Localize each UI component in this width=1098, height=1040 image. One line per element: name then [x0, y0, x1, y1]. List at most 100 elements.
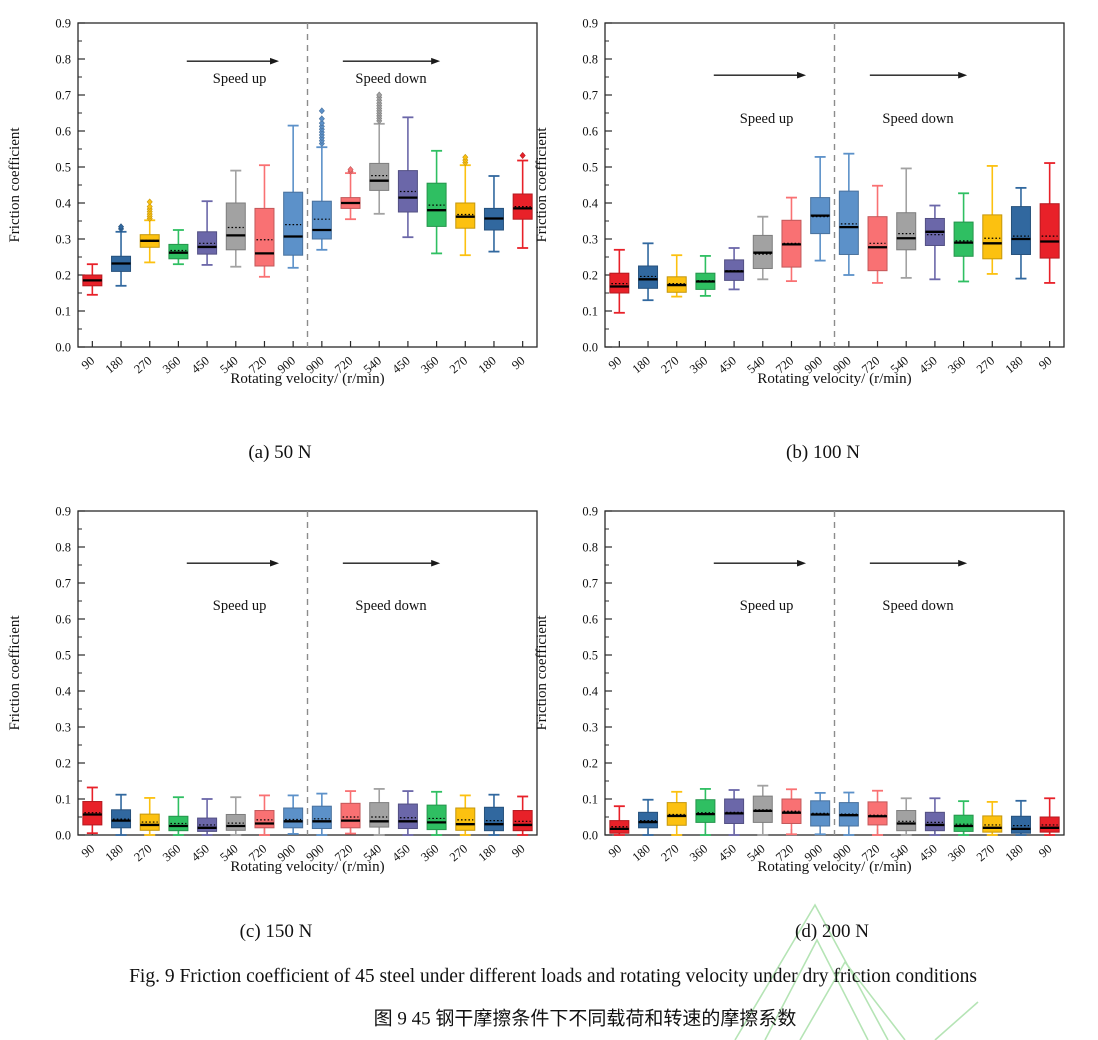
boxplot-box-270: [982, 800, 1003, 836]
y-tick-label: 0.1: [55, 792, 71, 806]
x-tick-label: 90: [79, 842, 98, 861]
x-tick-label: 360: [687, 842, 710, 865]
boxplot-box-360: [426, 149, 447, 255]
boxplot-box-270: [666, 790, 687, 836]
speed-up-arrow: [186, 57, 280, 65]
outlier-marker: [347, 166, 354, 173]
boxplot-box-90: [1039, 162, 1060, 284]
y-tick-label: 0.0: [55, 340, 71, 354]
y-tick-label: 0.4: [55, 684, 71, 698]
x-tick-label: 180: [1003, 842, 1026, 865]
figure-caption-chinese: 图 9 45 钢干摩擦条件下不同载荷和转速的摩擦系数: [373, 1008, 797, 1030]
boxplot-box-540: [225, 796, 246, 836]
boxplot-box-450: [724, 789, 745, 836]
y-tick-label: 0.9: [55, 504, 71, 518]
boxplot-box-90: [512, 152, 533, 249]
x-tick-label: 360: [418, 354, 441, 377]
y-tick-label: 0.9: [582, 16, 598, 30]
boxplot-box-720: [254, 794, 275, 836]
boxplot-svg-a: 0.00.10.20.30.40.50.60.70.80.990 180 270 36…: [7, 16, 538, 387]
speed-up-label: Speed up: [213, 598, 267, 614]
boxplot-box-360: [426, 790, 447, 836]
y-tick-label: 0.0: [55, 828, 71, 842]
boxplot-box-540: [225, 169, 246, 268]
x-tick-label: 270: [658, 842, 681, 865]
y-tick-label: 0.4: [582, 684, 598, 698]
y-tick-label: 0.5: [55, 160, 71, 174]
boxplot-box-900: [838, 791, 859, 836]
boxplot-svg-d: 0.00.10.20.30.40.50.60.70.80.990 180 270 36…: [534, 504, 1065, 875]
x-tick-label: 90: [509, 354, 528, 373]
boxplot-box-360: [695, 255, 716, 297]
boxplot-box-720: [781, 788, 802, 836]
boxplot-box-180: [483, 793, 504, 836]
boxplot-box-270: [139, 797, 160, 836]
x-tick-label: 180: [103, 354, 126, 377]
boxplot-box-270: [455, 153, 476, 257]
x-tick-label: 360: [160, 842, 183, 865]
speed-down-arrow: [869, 559, 968, 567]
boxplot-box-450: [924, 204, 945, 281]
boxplot-box-900: [283, 794, 304, 835]
watermark-line: [934, 1001, 979, 1040]
outlier-marker: [118, 223, 125, 231]
speed-up-arrow: [186, 559, 280, 567]
x-axis-title: Rotating velocity/ (r/min): [230, 859, 384, 875]
boxplot-box-360: [953, 192, 974, 283]
y-tick-label: 0.2: [55, 268, 71, 282]
boxplot-box-900: [838, 152, 859, 276]
boxplot-box-900: [810, 791, 831, 836]
boxplot-box-270: [666, 254, 687, 298]
y-axis-title: Friction coefficient: [534, 615, 550, 731]
y-tick-label: 0.7: [55, 88, 71, 102]
y-tick-label: 0.1: [55, 304, 71, 318]
boxplot-box-90: [1039, 797, 1060, 836]
y-axis-title: Friction coefficient: [7, 127, 23, 243]
y-axis-title: Friction coefficient: [534, 127, 550, 243]
boxplot-box-720: [340, 790, 361, 835]
x-tick-label: 450: [189, 354, 212, 377]
boxplot-box-720: [254, 164, 275, 278]
boxplot-chart-a-50N: 0.0 0.1 0.2 0.3 0.4 0.5 0.6 0.7 0.8 0.9 90 180 270 36…: [0, 0, 549, 420]
y-tick-label: 0.8: [55, 540, 71, 554]
figure-caption-english: Fig. 9 Friction coefficient of 45 steel …: [129, 966, 977, 987]
boxplot-box-720: [340, 166, 361, 221]
speed-down-label: Speed down: [882, 598, 954, 614]
boxplot-box-900: [810, 156, 831, 262]
x-tick-label: 180: [476, 842, 499, 865]
boxplot-box-450: [397, 790, 418, 836]
outlier-marker: [318, 107, 325, 115]
x-tick-label: 450: [189, 842, 212, 865]
boxplot-box-270: [455, 794, 476, 836]
x-tick-label: 270: [447, 842, 470, 865]
x-tick-label: 450: [916, 842, 939, 865]
speed-up-label: Speed up: [740, 598, 794, 614]
subplot-label-c: (c) 150 N: [239, 921, 313, 942]
boxplot-box-450: [197, 200, 218, 266]
y-tick-label: 0.6: [582, 124, 598, 138]
boxplot-chart-b-100N: 0.0 0.1 0.2 0.3 0.4 0.5 0.6 0.7 0.8 0.9 90 180 270 36…: [527, 0, 1076, 420]
x-tick-label: 270: [658, 354, 681, 377]
y-tick-label: 0.2: [55, 756, 71, 770]
boxplot-chart-d-200N: 0.0 0.1 0.2 0.3 0.4 0.5 0.6 0.7 0.8 0.9 90 180 270 36…: [527, 488, 1076, 908]
boxplot-box-540: [752, 215, 773, 281]
boxplot-box-180: [111, 793, 132, 836]
speed-down-label: Speed down: [355, 71, 427, 87]
boxplot-box-90: [609, 248, 630, 314]
x-tick-label: 270: [131, 842, 154, 865]
y-tick-label: 0.0: [582, 828, 598, 842]
boxplot-box-360: [168, 229, 189, 266]
outlier-marker: [318, 115, 325, 123]
x-tick-label: 270: [974, 354, 997, 377]
x-tick-label: 90: [79, 354, 98, 373]
y-tick-label: 0.6: [55, 124, 71, 138]
y-axis-title: Friction coefficient: [7, 615, 23, 731]
y-tick-label: 0.9: [55, 16, 71, 30]
boxplot-box-180: [111, 223, 132, 287]
boxplot-box-450: [197, 798, 218, 836]
boxplot-chart-c-150N: 0.0 0.1 0.2 0.3 0.4 0.5 0.6 0.7 0.8 0.9 90 180 270 36…: [0, 488, 549, 908]
outlier-marker: [462, 153, 469, 161]
y-tick-label: 0.8: [55, 52, 71, 66]
y-tick-label: 0.7: [55, 576, 71, 590]
boxplot-box-720: [867, 789, 888, 836]
